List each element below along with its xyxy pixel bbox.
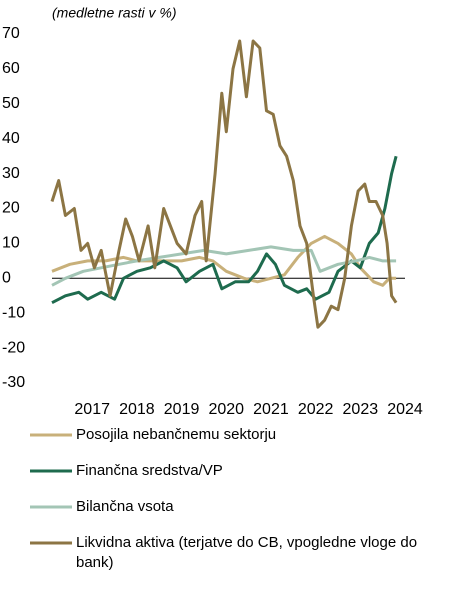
x-tick-label: 2017: [74, 401, 110, 418]
x-tick-label: 2019: [164, 401, 200, 418]
legend-swatch: [30, 505, 72, 509]
x-tick-label: 2024: [387, 401, 423, 418]
y-tick-label: 10: [2, 235, 20, 252]
y-tick-label: 40: [2, 130, 20, 147]
y-tick-label: 50: [2, 95, 20, 112]
chart-subtitle: (medletne rasti v %): [52, 5, 176, 21]
y-tick-label: -10: [2, 304, 25, 321]
legend-swatch: [30, 541, 72, 545]
legend-item: Likvidna aktiva (terjatve do CB, vpogled…: [30, 533, 450, 573]
legend-item: Bilančna vsota: [30, 497, 450, 517]
series-line: [51, 155, 398, 305]
legend: Posojila nebančnemu sektorju Finančna sre…: [30, 425, 450, 589]
legend-item: Posojila nebančnemu sektorju: [30, 425, 450, 445]
legend-swatch: [30, 469, 72, 473]
y-tick-label: 60: [2, 60, 20, 77]
y-tick-label: 30: [2, 165, 20, 182]
legend-label: Posojila nebančnemu sektorju: [76, 426, 277, 443]
chart: (medletne rasti v %) -30 -20 -10 0 10 20 30 40 5…: [2, 5, 423, 419]
series-line: [50, 39, 398, 329]
x-tick-label: 2018: [119, 401, 155, 418]
y-tick-label: 0: [2, 270, 11, 287]
y-tick-label: 20: [2, 200, 20, 217]
legend-label: Finančna sredstva/VP: [76, 462, 223, 479]
legend-swatch: [30, 433, 72, 437]
legend-label: Likvidna aktiva (terjatve do CB, vpogled…: [76, 534, 418, 571]
x-tick-label: 2023: [343, 401, 379, 418]
x-tick-label: 2021: [253, 401, 289, 418]
legend-item: Finančna sredstva/VP: [30, 461, 450, 481]
y-tick-label: 70: [2, 25, 20, 42]
x-tick-label: 2020: [208, 401, 244, 418]
y-tick-label: -20: [2, 339, 25, 356]
legend-label: Bilančna vsota: [76, 498, 174, 515]
x-tick-label: 2022: [298, 401, 334, 418]
y-tick-label: -30: [2, 374, 25, 391]
